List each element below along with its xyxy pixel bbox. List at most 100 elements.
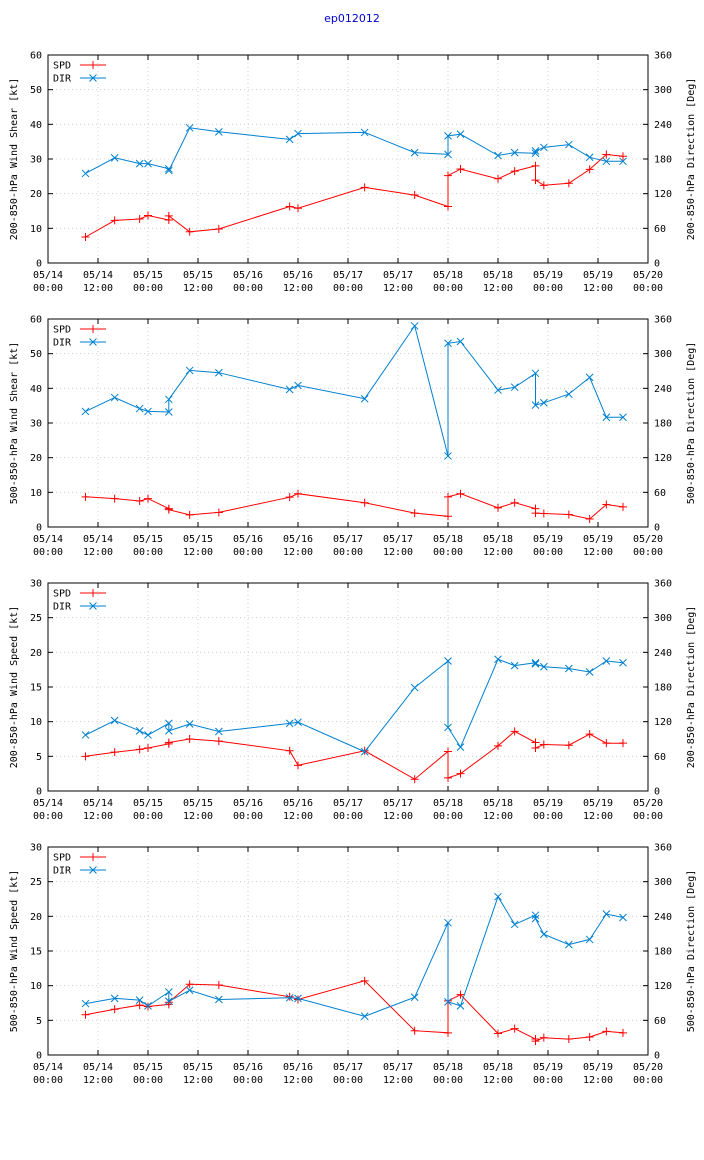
data-point-spd (494, 1029, 502, 1038)
x-tick-label-date: 05/20 (633, 270, 663, 281)
data-point-dir (444, 657, 452, 665)
data-point-dir (619, 157, 627, 166)
data-point-dir (602, 157, 611, 166)
x-tick-label-time: 12:00 (383, 283, 413, 294)
x-tick-label-date: 05/15 (183, 270, 213, 281)
data-point-spd (360, 498, 369, 507)
chart-panel-3: 05101520253006012018024030036005/1400:00… (9, 579, 697, 823)
data-point-spd (285, 202, 294, 211)
data-point-dir (135, 727, 144, 735)
legend-label-dir: DIR (53, 74, 72, 85)
x-tick-label-date: 05/19 (583, 1062, 613, 1073)
x-tick-label-date: 05/15 (183, 798, 213, 809)
data-point-dir (410, 993, 419, 1002)
data-point-spd (144, 494, 152, 503)
y2-tick-label: 240 (654, 912, 672, 923)
x-tick-label-time: 00:00 (33, 811, 63, 822)
y-tick-label: 10 (30, 717, 42, 728)
x-tick-label-time: 00:00 (133, 547, 163, 558)
y2-tick-label: 60 (654, 224, 666, 235)
data-point-dir (294, 129, 302, 138)
y-tick-label: 0 (36, 787, 42, 798)
data-point-dir (602, 910, 611, 918)
x-tick-label-date: 05/17 (383, 270, 413, 281)
y2-tick-label: 240 (654, 384, 672, 395)
y2-tick-label: 60 (654, 1016, 666, 1027)
data-point-spd (531, 509, 540, 518)
data-point-dir (444, 997, 452, 1006)
y2-tick-label: 360 (654, 579, 672, 590)
data-point-spd (110, 494, 119, 503)
y2-tick-label: 0 (654, 523, 660, 534)
y-tick-label: 25 (30, 613, 42, 624)
x-tick-label-date: 05/18 (483, 534, 513, 545)
data-point-dir (444, 918, 452, 927)
data-point-spd (164, 505, 173, 514)
legend-label-spd: SPD (53, 61, 71, 72)
data-point-spd (444, 492, 452, 501)
data-point-dir (456, 1002, 465, 1010)
data-point-spd (619, 152, 627, 161)
x-tick-label-time: 12:00 (183, 283, 213, 294)
x-tick-label-time: 12:00 (183, 1075, 213, 1086)
data-point-dir (444, 132, 452, 140)
data-point-dir (164, 408, 173, 416)
x-tick-label-date: 05/16 (233, 534, 263, 545)
x-tick-label-time: 00:00 (133, 283, 163, 294)
data-point-spd (510, 727, 519, 736)
data-point-spd (602, 500, 611, 509)
data-point-dir (294, 718, 302, 727)
data-point-spd (81, 233, 90, 241)
y2-tick-label: 300 (654, 349, 672, 360)
x-tick-label-time: 12:00 (283, 547, 313, 558)
y2-axis-label: 200-850-hPa Direction [Deg] (686, 606, 697, 769)
x-tick-label-date: 05/16 (283, 534, 313, 545)
data-point-dir (144, 731, 152, 739)
data-point-dir (494, 655, 502, 664)
x-tick-label-time: 12:00 (283, 1075, 313, 1086)
data-point-spd (444, 202, 452, 211)
y-tick-label: 15 (30, 683, 42, 694)
data-point-spd (135, 497, 144, 505)
y-tick-label: 0 (36, 523, 42, 534)
data-point-spd (135, 214, 144, 223)
legend-label-dir: DIR (53, 338, 72, 349)
data-point-dir (585, 373, 594, 382)
data-point-spd (135, 745, 144, 754)
data-point-spd (602, 150, 611, 159)
y-tick-label: 15 (30, 947, 42, 958)
data-point-dir (494, 151, 502, 160)
data-point-dir (444, 452, 452, 460)
data-point-dir (144, 407, 152, 416)
y2-axis-label: 500-850-hPa Direction [Deg] (686, 342, 697, 505)
data-point-dir (410, 683, 419, 692)
data-point-spd (494, 741, 502, 750)
x-tick-label-time: 00:00 (333, 547, 363, 558)
y2-tick-label: 180 (654, 155, 672, 166)
legend-marker-dir (89, 866, 97, 874)
x-tick-label-date: 05/16 (233, 270, 263, 281)
legend-marker-spd (89, 853, 97, 861)
y2-tick-label: 0 (654, 787, 660, 798)
plot-frame (47, 582, 649, 792)
x-tick-label-date: 05/18 (433, 798, 463, 809)
data-point-spd (410, 509, 419, 518)
plot-frame (47, 846, 649, 1056)
data-point-spd (531, 161, 540, 170)
y2-tick-label: 120 (654, 717, 672, 728)
x-tick-label-date: 05/17 (333, 270, 363, 281)
x-tick-label-time: 12:00 (483, 547, 513, 558)
data-point-spd (510, 498, 519, 507)
data-point-spd (444, 773, 452, 782)
x-tick-label-date: 05/15 (133, 798, 163, 809)
y2-tick-label: 0 (654, 259, 660, 270)
series-line-dir (85, 895, 624, 1017)
data-point-dir (539, 662, 548, 671)
data-point-dir (135, 404, 144, 413)
x-tick-label-time: 00:00 (433, 547, 463, 558)
y-tick-label: 30 (30, 579, 42, 590)
data-point-dir (494, 386, 502, 394)
data-point-spd (585, 1032, 594, 1041)
x-tick-label-date: 05/17 (383, 798, 413, 809)
data-point-dir (531, 147, 540, 155)
